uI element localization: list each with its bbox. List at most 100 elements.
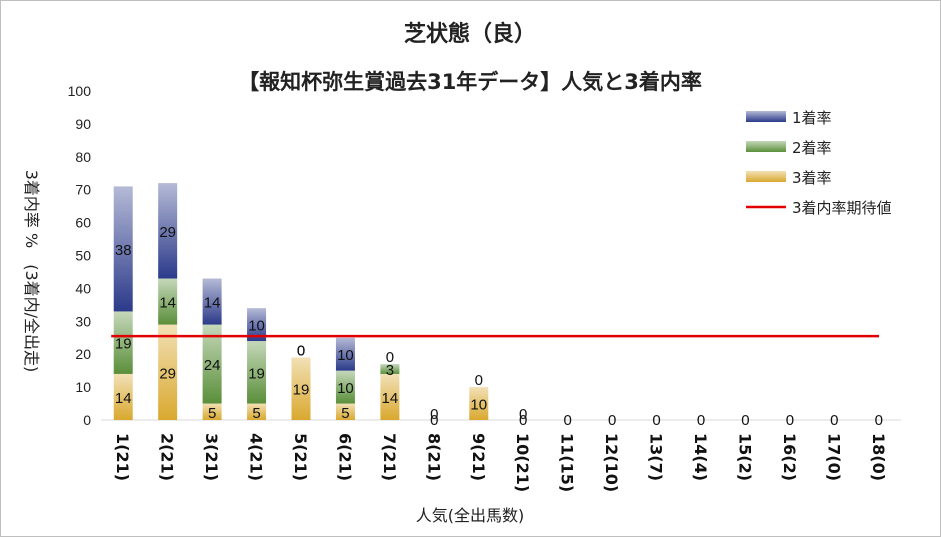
- bar-segment: [202, 324, 222, 404]
- data-label: 0: [652, 412, 660, 429]
- x-tick-label: 17(0): [824, 433, 843, 481]
- bar-segment: [158, 183, 178, 279]
- x-axis-label: 人気(全出馬数): [416, 506, 525, 525]
- bar-segment: [113, 311, 133, 374]
- x-tick-label: 10(21): [513, 433, 532, 492]
- x-tick-label: 14(4): [691, 433, 710, 481]
- legend-label: 3着内率期待値: [792, 199, 892, 217]
- data-label: 10: [337, 347, 354, 364]
- y-tick-label: 60: [75, 215, 91, 231]
- data-label: 14: [115, 390, 132, 407]
- bar-segment: [202, 403, 222, 420]
- data-label: 0: [697, 412, 705, 429]
- y-axis-ticks: 0 10 20 30 40 50 60 70 80 90 100: [68, 83, 92, 428]
- x-tick-label: 2(21): [158, 433, 177, 481]
- x-tick-label: 1(21): [113, 433, 132, 481]
- x-tick-label: 7(21): [380, 433, 399, 481]
- legend-swatch: [746, 111, 786, 122]
- data-label: 14: [159, 295, 176, 312]
- data-label: 14: [204, 295, 221, 312]
- bar-segment: [335, 403, 355, 420]
- y-tick-label: 20: [75, 346, 91, 362]
- legend-label: 3着率: [792, 169, 832, 187]
- y-tick-label: 0: [83, 412, 91, 428]
- bar-segment: [113, 373, 133, 420]
- data-label: 0: [875, 412, 883, 429]
- data-label: 0: [297, 342, 305, 359]
- bar-segment: [247, 341, 267, 404]
- y-tick-label: 100: [68, 83, 92, 99]
- y-tick-label: 10: [75, 379, 91, 395]
- x-tick-label: 8(21): [424, 433, 443, 481]
- data-label: 0: [430, 406, 438, 423]
- data-labels: 1419382914295241451910190051010143000100…: [115, 224, 883, 429]
- data-label: 10: [337, 380, 354, 397]
- data-label: 10: [248, 318, 265, 335]
- bar-segment: [469, 387, 489, 420]
- y-tick-label: 50: [75, 248, 91, 264]
- data-label: 29: [159, 224, 176, 241]
- chart-title: 芝状態（良）: [404, 21, 536, 47]
- x-tick-label: 15(2): [735, 433, 754, 481]
- y-tick-label: 80: [75, 149, 91, 165]
- data-label: 5: [208, 405, 216, 422]
- bars: [113, 183, 489, 420]
- bar-segment: [247, 403, 267, 420]
- data-label: 38: [115, 242, 132, 259]
- legend: 1着率 2着率 3着率 3着内率期待値: [746, 109, 892, 217]
- data-label: 19: [248, 365, 265, 382]
- bar-segment: [158, 278, 178, 325]
- data-label: 0: [608, 412, 616, 429]
- data-label: 0: [830, 412, 838, 429]
- data-label: 0: [386, 349, 394, 366]
- legend-label: 1着率: [792, 109, 832, 127]
- data-label: 19: [115, 336, 132, 353]
- legend-swatch: [746, 141, 786, 152]
- y-tick-label: 40: [75, 280, 91, 296]
- x-tick-label: 6(21): [335, 433, 354, 481]
- legend-label: 2着率: [792, 139, 832, 157]
- y-axis-label: 3着内率 % (3着内/全出走): [22, 170, 41, 373]
- data-label: 0: [475, 372, 483, 389]
- x-tick-label: 4(21): [247, 433, 266, 481]
- data-label: 0: [519, 412, 527, 429]
- bar-segment: [380, 364, 400, 374]
- x-tick-label: 5(21): [291, 433, 310, 481]
- chart-subtitle: 【報知杯弥生賞過去31年データ】人気と3着内率: [238, 70, 702, 94]
- x-tick-label: 12(10): [602, 433, 621, 492]
- data-label: 0: [297, 342, 305, 359]
- data-label: 0: [519, 406, 527, 423]
- bar-segment: [291, 357, 311, 420]
- data-label: 5: [341, 405, 349, 422]
- x-tick-label: 9(21): [469, 433, 488, 481]
- bar-segment: [335, 370, 355, 404]
- data-label: 0: [786, 412, 794, 429]
- bar-segment: [247, 308, 267, 342]
- y-tick-label: 70: [75, 182, 91, 198]
- data-label: 14: [382, 390, 399, 407]
- x-tick-label: 18(0): [869, 433, 888, 481]
- bar-segment: [380, 373, 400, 420]
- x-axis-categories: 1(21) 2(21) 3(21) 4(21) 5(21) 6(21) 7(21) 8(21)…: [113, 433, 888, 492]
- data-label: 19: [293, 382, 310, 399]
- bar-segment: [158, 324, 178, 420]
- y-tick-label: 30: [75, 313, 91, 329]
- x-tick-label: 16(2): [780, 433, 799, 481]
- x-tick-label: 11(15): [558, 433, 577, 492]
- legend-swatch: [746, 171, 786, 182]
- data-label: 10: [470, 397, 487, 414]
- data-label: 29: [159, 365, 176, 382]
- bar-segment: [335, 337, 355, 371]
- data-label: 0: [741, 412, 749, 429]
- data-label: 0: [430, 412, 438, 429]
- x-tick-label: 3(21): [202, 433, 221, 481]
- bar-segment: [113, 186, 133, 312]
- data-label: 24: [204, 357, 221, 374]
- data-label: 0: [563, 412, 571, 429]
- bar-segment: [202, 278, 222, 325]
- data-label: 3: [386, 362, 394, 379]
- y-tick-label: 90: [75, 116, 91, 132]
- data-label: 5: [252, 405, 260, 422]
